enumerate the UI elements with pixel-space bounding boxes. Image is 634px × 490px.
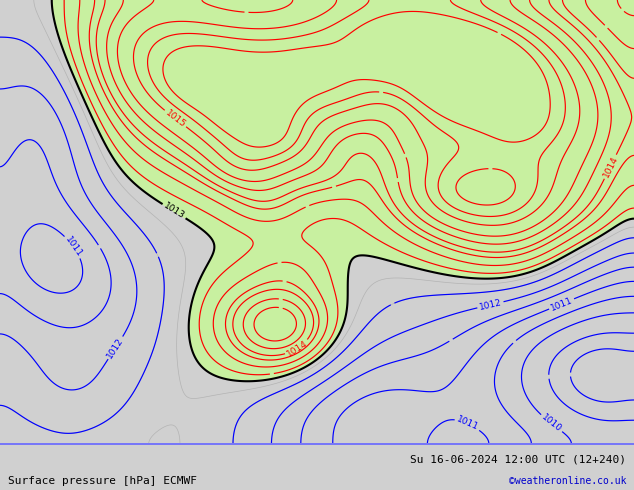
Text: 1012: 1012 (478, 298, 503, 312)
Text: 1012: 1012 (105, 336, 126, 360)
Text: Surface pressure [hPa] ECMWF: Surface pressure [hPa] ECMWF (8, 476, 197, 486)
Text: 1015: 1015 (164, 108, 187, 129)
Text: 1013: 1013 (162, 201, 186, 221)
Text: Su 16-06-2024 12:00 UTC (12+240): Su 16-06-2024 12:00 UTC (12+240) (410, 455, 626, 465)
Text: 1014: 1014 (601, 154, 619, 179)
Text: ©weatheronline.co.uk: ©weatheronline.co.uk (509, 476, 626, 486)
Text: 1011: 1011 (455, 415, 480, 432)
Text: 1011: 1011 (549, 295, 574, 313)
Text: 1011: 1011 (63, 235, 84, 259)
Text: 1014: 1014 (285, 339, 309, 358)
Text: 1010: 1010 (540, 413, 563, 434)
